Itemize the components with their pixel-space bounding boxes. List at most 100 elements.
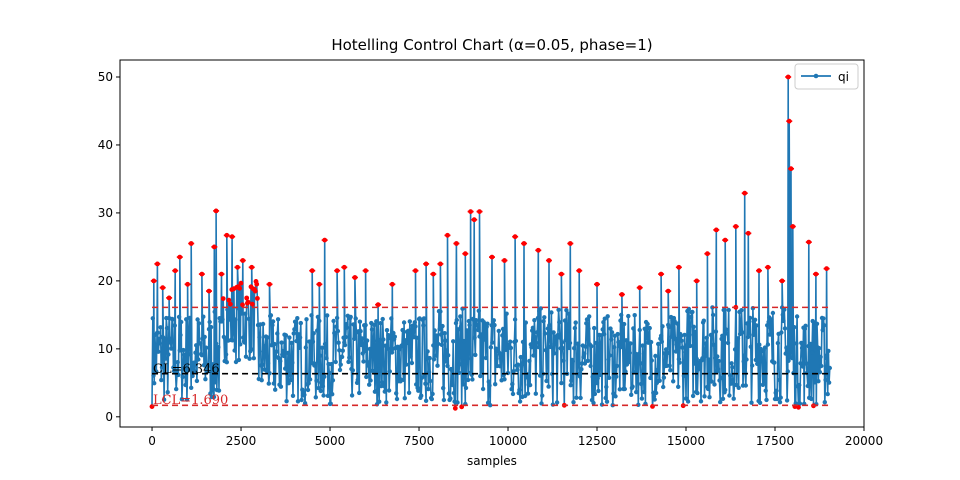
- qi-point: [598, 344, 603, 349]
- qi-point: [586, 326, 591, 331]
- qi-point: [443, 359, 449, 364]
- qi-point: [230, 338, 235, 343]
- qi-point: [330, 378, 336, 383]
- qi-point: [644, 336, 650, 341]
- qi-point: [465, 377, 471, 383]
- qi-point: [261, 349, 266, 354]
- qi-point: [232, 348, 237, 353]
- qi-point: [475, 327, 481, 333]
- qi-point: [706, 357, 711, 362]
- qi-point: [609, 330, 615, 335]
- qi-point: [584, 321, 589, 326]
- qi-point: [648, 375, 653, 381]
- x-tick-label: 15000: [667, 434, 705, 448]
- qi-point: [386, 333, 391, 338]
- qi-point: [679, 338, 684, 343]
- qi-point: [669, 334, 674, 339]
- qi-point: [709, 379, 714, 384]
- qi-point: [655, 367, 660, 373]
- qi-point: [571, 400, 576, 405]
- qi-point: [450, 382, 455, 388]
- qi-point: [523, 320, 528, 325]
- qi-point: [251, 356, 256, 361]
- qi-point: [334, 315, 340, 321]
- qi-point: [180, 374, 185, 380]
- qi-point: [446, 391, 452, 396]
- qi-point: [818, 354, 823, 360]
- qi-point: [329, 361, 334, 367]
- qi-point: [431, 357, 437, 362]
- qi-point: [457, 362, 462, 367]
- qi-point: [263, 343, 268, 349]
- qi-point: [278, 358, 283, 364]
- qi-point: [405, 340, 410, 346]
- legend: qi: [794, 63, 859, 90]
- qi-point: [673, 336, 678, 342]
- qi-point: [493, 382, 498, 387]
- qi-point: [579, 367, 584, 372]
- qi-point: [799, 340, 804, 346]
- qi-point: [742, 353, 747, 358]
- qi-point: [322, 341, 328, 347]
- qi-point: [672, 319, 677, 324]
- qi-point: [396, 347, 402, 352]
- qi-point: [678, 333, 684, 339]
- qi-point: [542, 315, 547, 320]
- qi-point: [825, 391, 830, 397]
- qi-point: [682, 332, 687, 338]
- qi-point: [381, 337, 386, 342]
- qi-point: [193, 350, 198, 355]
- qi-point: [622, 386, 627, 392]
- qi-point: [358, 329, 363, 334]
- qi-point: [797, 401, 803, 406]
- qi-point: [186, 368, 191, 373]
- qi-point: [259, 378, 264, 383]
- qi-point: [559, 340, 565, 345]
- qi-point: [784, 345, 789, 350]
- qi-point: [606, 357, 611, 362]
- qi-point: [419, 393, 424, 398]
- qi-point: [687, 332, 692, 337]
- qi-point: [427, 355, 432, 361]
- qi-point: [508, 339, 513, 344]
- qi-point: [292, 327, 297, 332]
- qi-point: [164, 325, 170, 331]
- qi-point: [213, 380, 218, 385]
- qi-point: [665, 350, 670, 356]
- qi-point: [348, 314, 353, 320]
- qi-point: [545, 349, 550, 354]
- qi-point: [527, 382, 533, 388]
- qi-point: [322, 374, 327, 379]
- qi-point: [186, 338, 192, 343]
- qi-point: [376, 363, 381, 368]
- qi-point: [619, 312, 624, 318]
- qi-point: [442, 331, 447, 336]
- qi-point: [620, 336, 625, 341]
- qi-point: [533, 391, 538, 396]
- qi-point: [536, 344, 541, 350]
- qi-point: [451, 339, 456, 344]
- qi-point: [313, 395, 318, 400]
- qi-point: [597, 372, 603, 378]
- qi-point: [498, 352, 504, 357]
- qi-point: [426, 386, 431, 392]
- qi-point: [293, 320, 299, 325]
- qi-point: [641, 361, 646, 366]
- qi-point: [438, 332, 444, 337]
- qi-point: [201, 363, 207, 368]
- qi-point: [778, 395, 783, 400]
- qi-point: [275, 317, 281, 322]
- qi-point: [362, 348, 368, 354]
- qi-point: [327, 370, 332, 376]
- qi-point: [600, 327, 605, 332]
- qi-point: [718, 399, 723, 405]
- qi-point: [325, 393, 331, 398]
- qi-point: [315, 328, 320, 333]
- qi-point: [438, 309, 443, 314]
- y-tick-label: 40: [98, 138, 113, 152]
- qi-point: [312, 361, 318, 366]
- qi-point: [708, 370, 713, 375]
- qi-point: [225, 307, 230, 312]
- qi-point: [488, 345, 494, 350]
- qi-point: [375, 387, 380, 393]
